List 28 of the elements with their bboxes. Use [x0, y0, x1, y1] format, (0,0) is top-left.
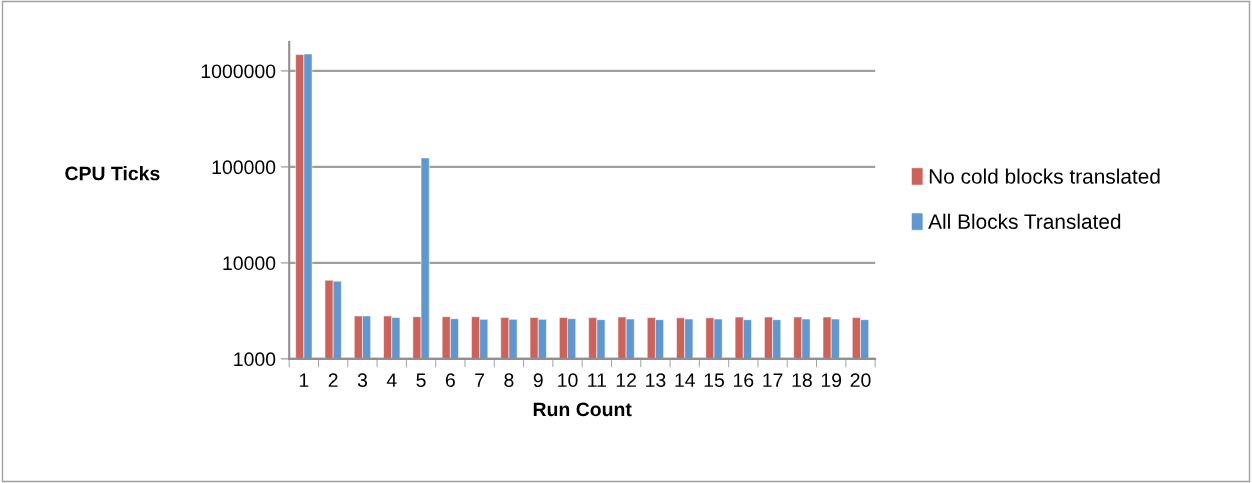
- x-tick-label: 16: [733, 373, 754, 388]
- x-tick-label: 12: [616, 373, 636, 387]
- y-tick-label: 1000000: [201, 64, 276, 79]
- x-tick-label: 5: [416, 373, 426, 388]
- x-tick-label: 20: [850, 373, 871, 388]
- x-tick-label: 15: [704, 373, 725, 388]
- x-tick-label: 4: [386, 373, 397, 387]
- x-tick-label: 14: [675, 373, 695, 387]
- x-tick-label: 1: [299, 373, 309, 387]
- legend-label: No cold blocks translated: [929, 168, 1160, 184]
- x-axis-title: Run Count: [533, 402, 632, 417]
- y-tick-label: 100000: [212, 160, 276, 175]
- x-tick-label: 7: [475, 373, 485, 387]
- x-tick-label: 19: [821, 373, 842, 388]
- y-axis-title: CPU Ticks: [65, 166, 160, 181]
- x-tick-label: 6: [445, 373, 455, 388]
- x-tick-label: 3: [357, 373, 368, 388]
- y-tick-label: 1000: [234, 352, 276, 367]
- x-tick-label: 10: [558, 373, 578, 388]
- x-tick-label: 11: [588, 373, 606, 387]
- x-tick-label: 2: [328, 373, 338, 387]
- x-tick-label: 18: [792, 373, 812, 388]
- x-tick-label: 9: [533, 373, 543, 388]
- x-tick-label: 17: [763, 373, 783, 387]
- x-tick-label: 8: [504, 373, 514, 388]
- legend-label: All Blocks Translated: [928, 213, 1121, 229]
- y-tick-label: 10000: [223, 256, 276, 271]
- x-tick-label: 13: [646, 373, 666, 388]
